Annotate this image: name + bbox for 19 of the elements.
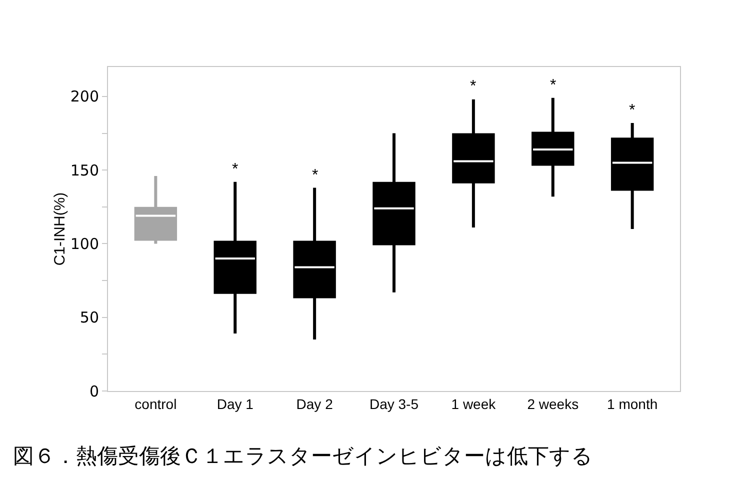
annotation: * <box>629 102 636 119</box>
y-tick-label: 50 <box>80 308 99 327</box>
x-tick-label: control <box>134 396 177 412</box>
y-axis-title: C1-INH(%) <box>51 192 68 266</box>
y-tick-label: 0 <box>89 382 99 400</box>
y-tick-label: 200 <box>70 88 99 106</box>
annotation: * <box>470 78 476 95</box>
x-tick-label: Day 2 <box>296 396 334 412</box>
x-tick-label: Day 1 <box>216 396 254 412</box>
y-tick-label: 150 <box>70 161 99 180</box>
x-tick-label: 2 weeks <box>527 396 579 412</box>
x-tick-label: 1 month <box>607 396 658 412</box>
caption: 図６．熱傷受傷後Ｃ１エラスターゼインヒビターは低下する <box>13 444 593 468</box>
annotation: * <box>232 161 238 178</box>
x-tick-label: Day 3-5 <box>369 396 419 412</box>
annotation: * <box>312 167 318 184</box>
y-tick-label: 100 <box>70 234 99 253</box>
x-tick-label: 1 week <box>451 396 497 412</box>
annotation: * <box>550 77 556 94</box>
